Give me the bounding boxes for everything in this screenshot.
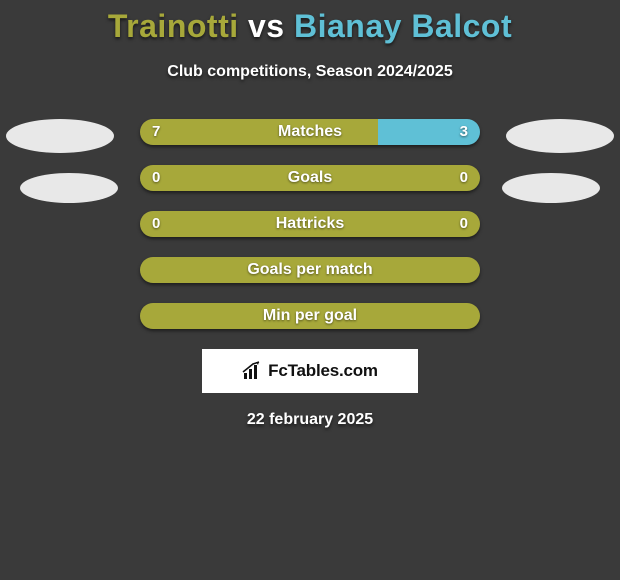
stat-row: Goals per match (140, 257, 480, 283)
avatar-placeholder-left-1 (6, 119, 114, 153)
title-vs: vs (248, 8, 285, 44)
stat-label: Hattricks (140, 211, 480, 237)
page-title: Trainotti vs Bianay Balcot (0, 0, 620, 45)
avatar-placeholder-left-2 (20, 173, 118, 203)
stat-value-right: 0 (460, 165, 468, 191)
subtitle: Club competitions, Season 2024/2025 (0, 63, 620, 81)
bar-chart-icon (242, 361, 264, 381)
stat-value-right: 0 (460, 211, 468, 237)
stat-label: Goals per match (140, 257, 480, 283)
stat-value-right: 3 (460, 119, 468, 145)
date-label: 22 february 2025 (0, 411, 620, 429)
stat-row: Goals0 0 (140, 165, 480, 191)
title-player2: Bianay Balcot (294, 8, 512, 44)
stat-label: Min per goal (140, 303, 480, 329)
avatar-placeholder-right-2 (502, 173, 600, 203)
brand-text: FcTables.com (268, 361, 378, 381)
stat-row: Matches7 3 (140, 119, 480, 145)
title-player1: Trainotti (108, 8, 239, 44)
stat-row: Min per goal (140, 303, 480, 329)
stat-value-left: 0 (152, 211, 160, 237)
stat-label: Goals (140, 165, 480, 191)
brand-badge: FcTables.com (202, 349, 418, 393)
stat-label: Matches (140, 119, 480, 145)
comparison-chart: Matches73Goals00Hattricks00Goals per mat… (0, 119, 620, 329)
stat-value-left: 7 (152, 119, 160, 145)
avatar-placeholder-right-1 (506, 119, 614, 153)
stat-value-left: 0 (152, 165, 160, 191)
stat-row: Hattricks0 0 (140, 211, 480, 237)
